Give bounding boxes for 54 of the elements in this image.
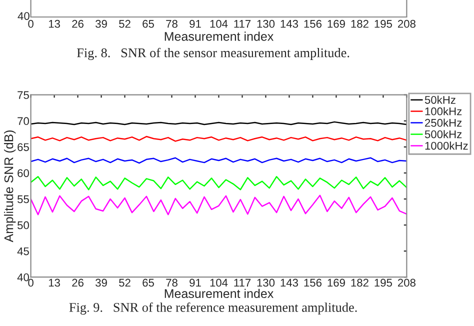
text: 78 (166, 20, 178, 28)
x-tick-label: 208 (398, 278, 416, 287)
text: 156 (304, 20, 322, 28)
y-tick-label: 50 (18, 221, 29, 230)
x-tick-label: 156 (304, 278, 322, 287)
y-tick-label: 60 (18, 169, 29, 178)
text: 195 (374, 20, 392, 28)
y-tick-label: 45 (17, 247, 29, 256)
x-tick-label: 130 (257, 278, 275, 287)
y-tick-label: 55 (18, 195, 29, 204)
text: 117 (234, 20, 251, 28)
legend-label: 50kHz (424, 96, 456, 104)
x-tick-label: 195 (374, 278, 392, 287)
text: 182 (351, 20, 368, 28)
text: 52 (119, 20, 130, 28)
x-tick-label: 13 (48, 278, 60, 287)
x-tick-label: 169 (328, 278, 345, 287)
legend-label: 250kHz (425, 118, 462, 127)
y-tick-label: 70 (18, 117, 29, 126)
caption: Fig. 9. SNR of the reference measurement amplitude. (69, 302, 357, 315)
x-tick-label: 0 (28, 278, 34, 287)
text: 0 (28, 20, 34, 28)
text: 143 (280, 20, 298, 28)
text: 13 (48, 20, 60, 28)
text: 65 (142, 20, 154, 28)
x-tick-label: 65 (142, 278, 154, 287)
text: 130 (257, 20, 275, 28)
x-tick-label: 26 (72, 278, 84, 287)
x-tick-label: 39 (96, 278, 107, 287)
x-tick-label: 117 (234, 278, 251, 287)
x-axis-title: Measurement index (164, 288, 274, 298)
text: 26 (72, 20, 84, 28)
text: 169 (328, 20, 345, 28)
text: 104 (210, 20, 228, 28)
text: 91 (190, 20, 201, 28)
y-axis-title: Amplitude SNR (dB) (4, 130, 16, 242)
text: 39 (96, 20, 107, 28)
legend-label: 100kHz (425, 107, 462, 116)
line-series (30, 176, 407, 190)
x-tick-label: 78 (166, 278, 178, 287)
x-tick-label: 91 (190, 278, 201, 287)
text: 208 (398, 20, 416, 28)
text: Measurement index (164, 32, 274, 41)
y-tick-label: 75 (18, 91, 29, 99)
legend-label: 500kHz (424, 130, 462, 138)
legend-label: 1000kHz (425, 142, 468, 150)
x-tick-label: 104 (210, 278, 228, 287)
caption: Fig. 8. SNR of the sensor measurement amplitude. (76, 48, 350, 60)
x-tick-label: 143 (280, 278, 298, 287)
line-series (30, 194, 407, 216)
y-tick-label: 40 (17, 273, 29, 282)
x-tick-label: 182 (351, 278, 368, 287)
x-tick-label: 52 (119, 278, 130, 287)
y-tick-label: 65 (18, 143, 29, 152)
